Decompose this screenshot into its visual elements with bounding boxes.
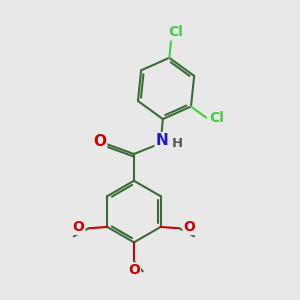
- Text: O: O: [72, 220, 84, 234]
- Text: O: O: [184, 220, 195, 234]
- Text: Cl: Cl: [168, 26, 183, 40]
- Text: H: H: [172, 137, 183, 150]
- Text: N: N: [156, 133, 168, 148]
- Text: Cl: Cl: [209, 110, 224, 124]
- Text: O: O: [128, 263, 140, 278]
- Text: O: O: [93, 134, 106, 149]
